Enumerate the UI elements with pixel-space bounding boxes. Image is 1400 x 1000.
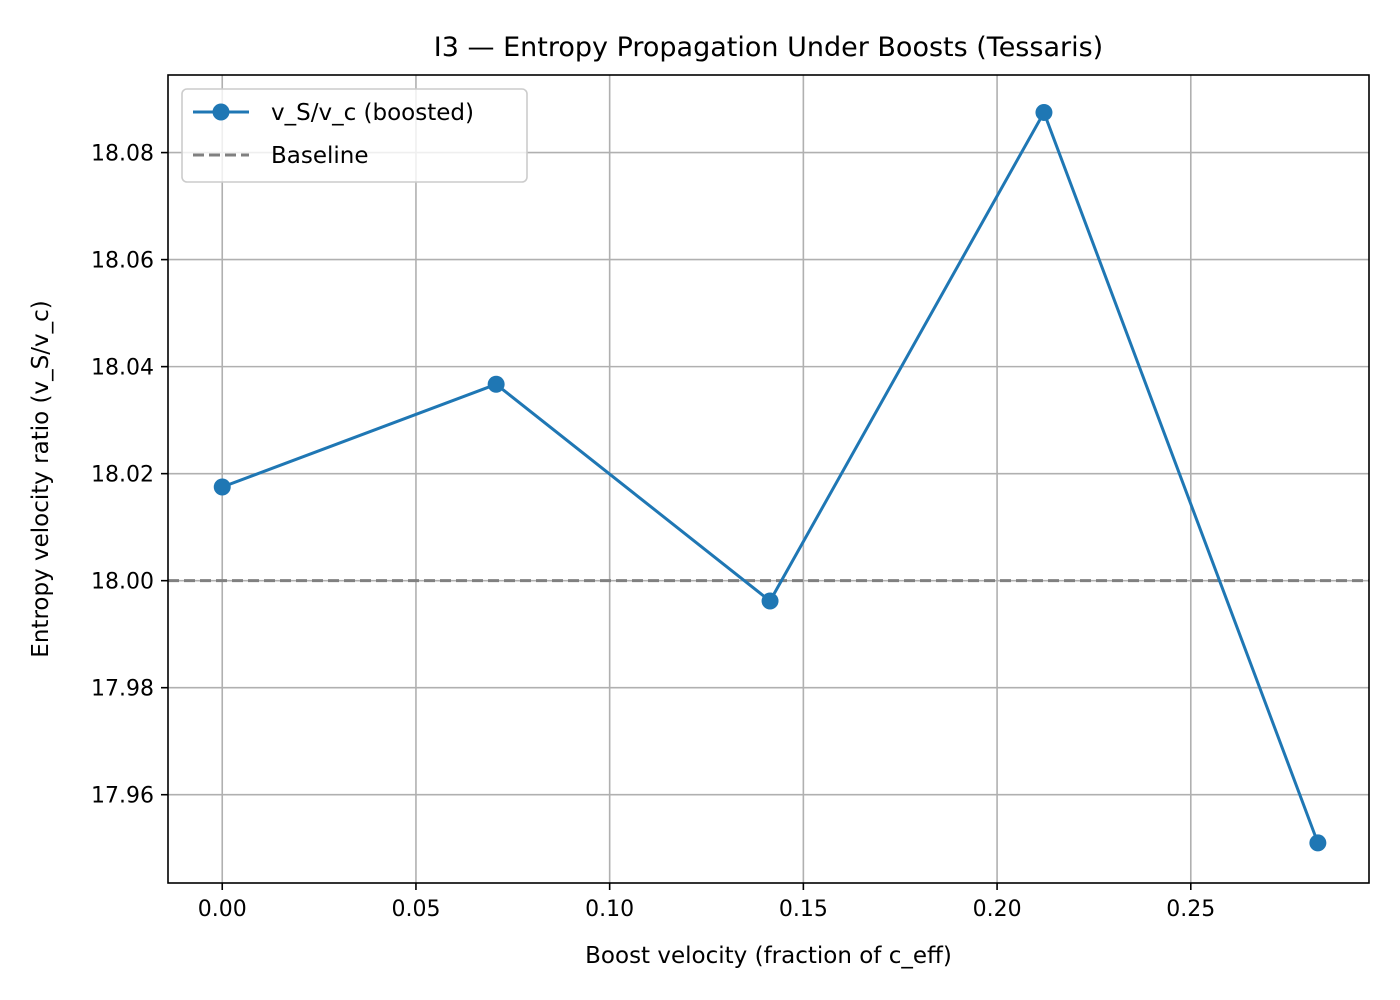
y-tick-label: 18.00 bbox=[91, 570, 154, 595]
legend-box bbox=[181, 88, 528, 183]
legend-series-label: v_S/v_c (boosted) bbox=[271, 100, 474, 126]
x-tick-label: 0.15 bbox=[779, 897, 828, 922]
data-point bbox=[1035, 103, 1053, 121]
series-layer bbox=[213, 103, 1327, 852]
data-point bbox=[761, 592, 779, 610]
x-tick-label: 0.20 bbox=[973, 897, 1022, 922]
chart-title: I3 — Entropy Propagation Under Boosts (T… bbox=[434, 32, 1103, 63]
axis-ticks: 0.00 0.05 0.10 0.15 0.20 0.25 17.96 17.98 18.00 1… bbox=[91, 142, 1215, 922]
x-tick-label: 0.10 bbox=[585, 897, 634, 922]
legend: v_S/v_c (boosted) Baseline bbox=[181, 88, 528, 183]
y-tick-label: 17.96 bbox=[91, 784, 154, 809]
y-tick-label: 18.06 bbox=[91, 249, 154, 274]
axes-frame bbox=[167, 74, 1370, 884]
legend-series-marker bbox=[212, 103, 230, 121]
data-point bbox=[487, 375, 505, 393]
series-line bbox=[221, 110, 1320, 844]
data-point bbox=[213, 478, 231, 496]
legend-baseline-label: Baseline bbox=[271, 143, 369, 169]
x-tick-label: 0.00 bbox=[198, 897, 247, 922]
x-tick-label: 0.05 bbox=[391, 897, 440, 922]
y-tick-label: 18.02 bbox=[91, 463, 154, 488]
grid-lines bbox=[168, 75, 1369, 883]
y-tick-label: 18.04 bbox=[91, 356, 154, 381]
x-tick-label: 0.25 bbox=[1166, 897, 1215, 922]
x-axis-label: Boost velocity (fraction of c_eff) bbox=[585, 943, 952, 969]
data-point bbox=[1309, 834, 1327, 852]
y-tick-label: 17.98 bbox=[91, 677, 154, 702]
y-axis-label: Entropy velocity ratio (v_S/v_c) bbox=[28, 300, 54, 657]
y-tick-label: 18.08 bbox=[91, 142, 154, 167]
